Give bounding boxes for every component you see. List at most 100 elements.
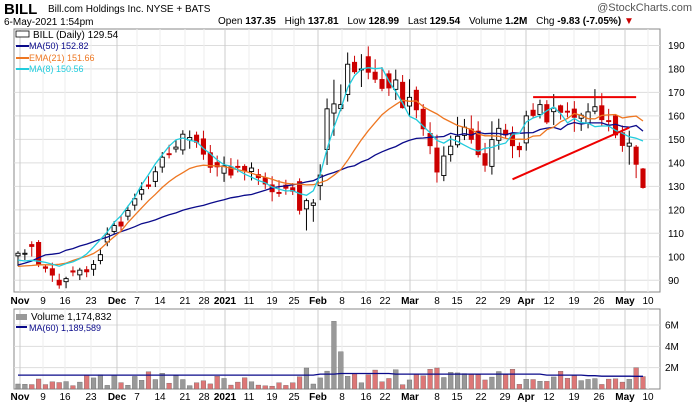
candle-body [159,156,165,168]
candle [173,140,179,153]
last-label: Last [407,16,427,27]
x-tick-label: 7 [134,392,140,403]
x-tick-label: 10 [642,296,654,307]
x-tick-label: 19 [568,392,580,403]
volume-bar [523,379,529,390]
x-tick-label: 22 [379,296,391,307]
candle-body [235,165,241,168]
volume-bar [49,381,55,390]
x-tick-label: 28 [198,296,210,307]
volume-bar [489,376,495,390]
candle-body [90,264,97,270]
candle [262,172,268,189]
candle-body [15,252,21,257]
volume-bar [111,374,117,390]
volume-bar [619,381,625,390]
volume-value: 1.2M [505,16,528,27]
volume-bar [578,380,584,390]
volume-label: Volume [468,16,503,27]
candle [633,145,639,179]
candle [36,240,42,268]
candle-body [640,168,646,188]
candle [606,108,612,132]
candle-body [516,145,522,151]
candle [393,69,399,100]
candle [242,164,248,181]
price-tick-label: 110 [668,229,684,240]
volume-ma-line [18,372,643,377]
volume-bar [324,370,330,390]
candle-body [221,165,227,174]
price-tick-label: 120 [668,205,685,216]
x-tick-label: 19 [266,392,278,403]
candle [90,260,97,276]
candle-body [207,152,213,168]
volume-bar [132,376,138,390]
volume-bar [29,384,35,390]
trendline [512,126,630,181]
open-value: 137.35 [245,16,276,27]
price-grid [14,29,660,292]
candle [379,67,385,92]
candle-body [365,56,371,73]
candle [70,266,76,277]
candle-body [118,221,124,227]
volume-bar [36,378,42,390]
candle-body [132,198,138,206]
high-value: 137.81 [307,16,339,27]
candle [551,94,557,126]
volume-bar [145,371,152,390]
volume-x-axis: Nov 9 16 23 Dec 7 14 21 28 2021 11 19 25 Feb 8 16 22 Mar 8… [11,392,654,403]
candle-body [125,210,131,217]
volume-bar [70,385,76,390]
volume-bar [15,383,21,390]
x-tick-label: 22 [475,296,487,307]
candle [523,110,529,151]
volume-bar [571,375,577,390]
candle-body [393,79,399,90]
candle-body [63,278,69,283]
x-tick-label: Feb [309,392,327,403]
candle [461,118,467,141]
candle-body [475,130,481,156]
volume-bar [530,379,536,390]
candle [29,241,35,257]
x-tick-label: 8 [434,392,440,403]
candle-body [214,162,220,168]
candle-body [139,189,145,195]
candle-body [331,103,337,114]
legend-volume-swatch [16,314,27,320]
x-tick-label: 12 [543,296,555,307]
candle [255,168,261,185]
candle [345,52,351,102]
x-tick-label: 26 [593,392,605,403]
volume-bar [84,374,90,390]
volume-bar [427,369,433,390]
x-tick-label: 16 [59,296,71,307]
candle-body [489,139,495,167]
candle [221,156,227,182]
candle [118,215,124,231]
volume-bar [558,371,564,390]
candle [145,176,152,190]
candle [310,199,316,222]
candle-body [262,177,268,185]
volume-bar [173,375,179,390]
volume-bar [599,384,605,390]
price-legend: BILL (Daily) 129.54 MA(50) 152.82 EMA(21… [15,30,119,74]
volume-bar [194,382,200,390]
candle [558,104,564,120]
legend-ma8: MA(8) 150.56 [29,64,84,74]
volume-bar [235,381,241,390]
candle [84,266,90,278]
volume-bar [585,379,591,390]
candle-body [310,202,316,206]
candle [152,166,158,188]
volume-bar [269,385,275,390]
legend-candle-swatch [15,30,30,38]
volume-y-axis: 2M 4M 6M [665,321,679,375]
candle [475,121,481,158]
volume-bar [633,367,639,390]
x-tick-label: 7 [134,296,140,307]
